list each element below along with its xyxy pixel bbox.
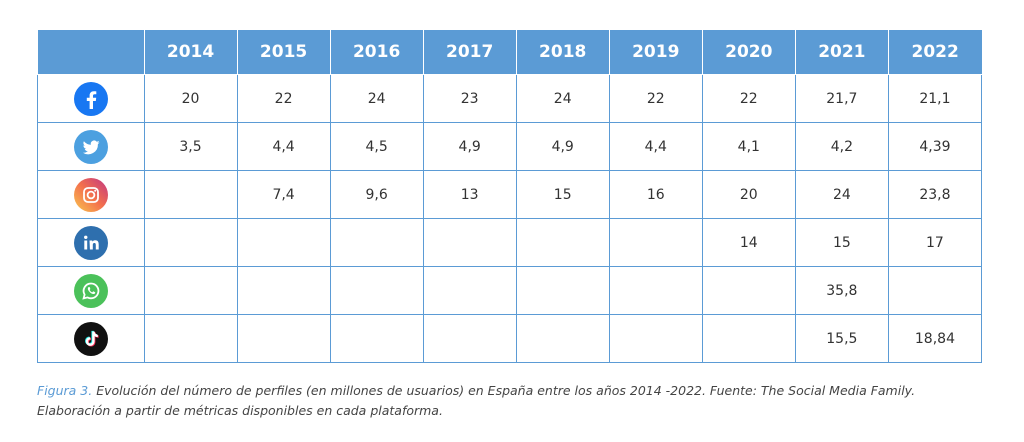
caption-text: Evolución del número de perfiles (en mil… bbox=[37, 383, 916, 418]
table-cell bbox=[329, 266, 424, 315]
table-cell bbox=[236, 266, 331, 315]
platform-cell bbox=[37, 122, 145, 171]
year-header: 2020 bbox=[701, 30, 796, 75]
table-cell: 4,4 bbox=[236, 122, 331, 171]
table-cell bbox=[608, 314, 703, 363]
figure-label: Figura 3. bbox=[37, 383, 93, 398]
platform-cell bbox=[37, 218, 145, 267]
year-header: 2015 bbox=[236, 30, 331, 75]
platform-cell bbox=[37, 170, 145, 219]
table-cell: 21,1 bbox=[887, 74, 983, 123]
table-cell: 4,9 bbox=[422, 122, 517, 171]
platform-cell bbox=[37, 266, 145, 315]
table-row: 20 22 24 23 24 22 22 21,7 21,1 bbox=[37, 74, 983, 123]
table-cell bbox=[422, 218, 517, 267]
year-header: 2017 bbox=[422, 30, 517, 75]
instagram-icon bbox=[73, 177, 108, 212]
table-cell bbox=[143, 314, 238, 363]
table-cell: 22 bbox=[608, 74, 703, 123]
table-cell: 4,1 bbox=[701, 122, 796, 171]
table-cell bbox=[887, 266, 983, 315]
table-cell bbox=[143, 266, 238, 315]
table-cell bbox=[515, 218, 610, 267]
table-row: 35,8 bbox=[37, 266, 983, 315]
table-cell: 18,84 bbox=[887, 314, 983, 363]
table-cell: 15 bbox=[515, 170, 610, 219]
header-corner-cell bbox=[37, 30, 145, 75]
table-cell: 16 bbox=[608, 170, 703, 219]
table-cell bbox=[236, 218, 331, 267]
table-cell: 15,5 bbox=[794, 314, 889, 363]
table-cell: 35,8 bbox=[794, 266, 889, 315]
platform-cell bbox=[37, 74, 145, 123]
year-header: 2016 bbox=[329, 30, 424, 75]
table-cell bbox=[422, 314, 517, 363]
table-cell bbox=[143, 170, 238, 219]
table-cell bbox=[701, 314, 796, 363]
tiktok-icon bbox=[73, 321, 108, 356]
table-cell: 3,5 bbox=[143, 122, 238, 171]
table-cell: 24 bbox=[794, 170, 889, 219]
table-cell bbox=[143, 218, 238, 267]
table-cell: 22 bbox=[701, 74, 796, 123]
linkedin-icon bbox=[73, 225, 108, 260]
year-header: 2021 bbox=[794, 30, 889, 75]
table-cell: 20 bbox=[143, 74, 238, 123]
year-header: 2019 bbox=[608, 30, 703, 75]
table-cell: 14 bbox=[701, 218, 796, 267]
table-cell: 24 bbox=[515, 74, 610, 123]
table-cell: 20 bbox=[701, 170, 796, 219]
twitter-icon bbox=[73, 129, 108, 164]
year-header: 2018 bbox=[515, 30, 610, 75]
table-row: 3,5 4,4 4,5 4,9 4,9 4,4 4,1 4,2 4,39 bbox=[37, 122, 983, 171]
table-row: 7,4 9,6 13 15 16 20 24 23,8 bbox=[37, 170, 983, 219]
table-cell bbox=[608, 266, 703, 315]
table-cell: 21,7 bbox=[794, 74, 889, 123]
table-cell: 4,39 bbox=[887, 122, 983, 171]
table-cell: 23,8 bbox=[887, 170, 983, 219]
table-cell: 17 bbox=[887, 218, 983, 267]
table-cell: 9,6 bbox=[329, 170, 424, 219]
table-cell bbox=[236, 314, 331, 363]
facebook-icon bbox=[73, 81, 108, 116]
table-cell: 4,4 bbox=[608, 122, 703, 171]
figure-caption: Figura 3. Evolución del número de perfil… bbox=[37, 381, 987, 421]
table-cell: 15 bbox=[794, 218, 889, 267]
table-cell: 13 bbox=[422, 170, 517, 219]
table-cell: 4,9 bbox=[515, 122, 610, 171]
table-cell bbox=[515, 314, 610, 363]
table-cell bbox=[329, 314, 424, 363]
table-cell bbox=[608, 218, 703, 267]
table-cell: 4,5 bbox=[329, 122, 424, 171]
table-cell: 24 bbox=[329, 74, 424, 123]
table-cell bbox=[422, 266, 517, 315]
year-header: 2014 bbox=[143, 30, 238, 75]
year-header: 2022 bbox=[887, 30, 982, 75]
table-cell bbox=[329, 218, 424, 267]
table-row: 14 15 17 bbox=[37, 218, 983, 267]
table-cell: 7,4 bbox=[236, 170, 331, 219]
profiles-table: 2014 2015 2016 2017 2018 2019 2020 2021 … bbox=[37, 30, 983, 363]
table-cell: 4,2 bbox=[794, 122, 889, 171]
table-cell bbox=[515, 266, 610, 315]
whatsapp-icon bbox=[73, 273, 108, 308]
table-cell bbox=[701, 266, 796, 315]
table-row: 15,5 18,84 bbox=[37, 314, 983, 363]
platform-cell bbox=[37, 314, 145, 363]
table-cell: 22 bbox=[236, 74, 331, 123]
data-table-wrapper: 2014 2015 2016 2017 2018 2019 2020 2021 … bbox=[37, 30, 983, 363]
table-cell: 23 bbox=[422, 74, 517, 123]
year-header-row: 2014 2015 2016 2017 2018 2019 2020 2021 … bbox=[37, 30, 982, 75]
